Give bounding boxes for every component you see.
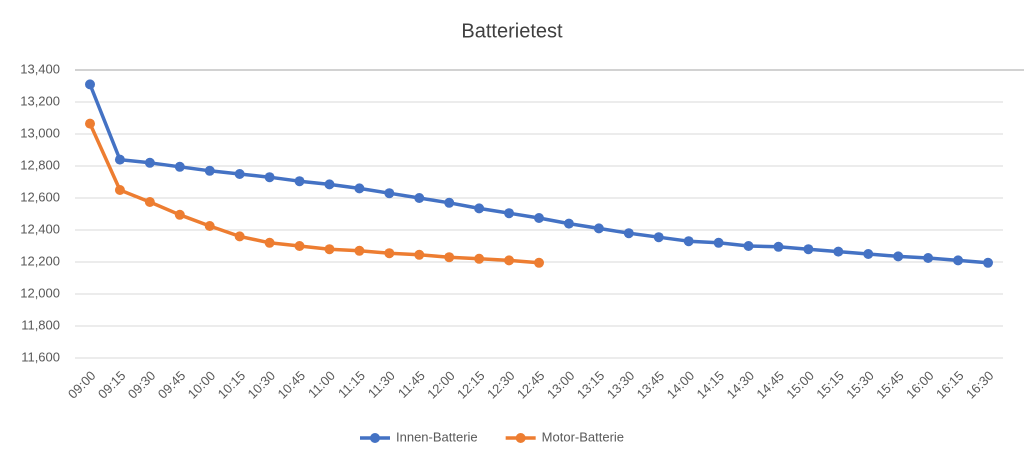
data-point bbox=[114, 154, 125, 165]
data-point bbox=[653, 232, 664, 243]
data-point bbox=[773, 241, 784, 252]
data-point bbox=[983, 257, 993, 268]
y-tick-label: 13,000 bbox=[20, 125, 60, 140]
x-tick-label: 12:30 bbox=[484, 368, 518, 402]
data-point bbox=[623, 228, 634, 239]
data-point bbox=[414, 249, 425, 260]
x-tick-label: 14:00 bbox=[664, 368, 698, 402]
data-point bbox=[384, 248, 395, 259]
data-point bbox=[294, 241, 305, 251]
x-tick-label: 13:15 bbox=[574, 368, 608, 402]
data-point bbox=[683, 236, 694, 247]
data-point bbox=[384, 188, 395, 199]
data-point bbox=[803, 244, 814, 255]
x-tick-label: 13:45 bbox=[634, 368, 668, 402]
data-point bbox=[893, 251, 904, 262]
x-tick-label: 15:45 bbox=[873, 368, 907, 402]
x-tick-label: 13:30 bbox=[604, 368, 638, 402]
x-tick-label: 11:15 bbox=[335, 368, 368, 401]
x-tick-label: 14:30 bbox=[723, 368, 757, 402]
x-tick-label: 14:15 bbox=[694, 368, 728, 402]
data-point bbox=[923, 253, 934, 263]
data-point bbox=[444, 252, 455, 263]
y-tick-label: 12,600 bbox=[20, 189, 60, 204]
x-tick-label: 10:45 bbox=[274, 368, 308, 402]
data-point bbox=[324, 244, 335, 255]
data-point bbox=[354, 183, 365, 194]
x-tick-label: 12:00 bbox=[424, 368, 458, 402]
data-point bbox=[234, 169, 245, 179]
x-tick-label: 15:30 bbox=[843, 368, 877, 402]
legend-label: Motor-Batterie bbox=[542, 429, 624, 444]
data-point bbox=[114, 185, 125, 195]
data-point bbox=[563, 218, 574, 229]
x-tick-label: 13:00 bbox=[544, 368, 578, 402]
data-point bbox=[85, 79, 95, 90]
x-tick-label: 16:00 bbox=[903, 368, 937, 402]
data-point bbox=[953, 255, 964, 266]
x-tick-label: 11:45 bbox=[395, 368, 428, 401]
chart-title: Batterietest bbox=[461, 20, 563, 42]
x-tick-label: 12:15 bbox=[454, 368, 488, 402]
x-tick-label: 09:45 bbox=[155, 368, 189, 402]
legend-label: Innen-Batterie bbox=[396, 429, 478, 444]
x-tick-label: 11:00 bbox=[305, 368, 338, 401]
data-point bbox=[743, 241, 754, 251]
x-tick-label: 09:15 bbox=[95, 368, 129, 402]
y-tick-label: 11,800 bbox=[21, 317, 60, 332]
y-tick-label: 13,200 bbox=[20, 93, 60, 108]
data-point bbox=[85, 118, 95, 129]
y-tick-label: 12,800 bbox=[20, 157, 60, 172]
data-point bbox=[474, 203, 485, 214]
x-tick-label: 10:15 bbox=[215, 368, 249, 402]
legend-marker bbox=[370, 433, 380, 443]
x-tick-label: 11:30 bbox=[365, 368, 398, 401]
data-point bbox=[593, 223, 604, 234]
y-tick-label: 12,000 bbox=[20, 285, 60, 300]
x-tick-label: 09:00 bbox=[65, 368, 99, 402]
x-tick-label: 09:30 bbox=[125, 368, 159, 402]
series-line bbox=[88, 83, 989, 265]
data-point bbox=[534, 257, 544, 268]
data-point bbox=[174, 161, 185, 172]
x-tick-label: 10:00 bbox=[185, 368, 219, 402]
data-point bbox=[204, 221, 215, 231]
data-point bbox=[863, 249, 874, 259]
data-point bbox=[204, 165, 215, 176]
x-tick-label: 16:15 bbox=[933, 368, 967, 402]
y-tick-label: 12,400 bbox=[20, 221, 60, 236]
y-tick-label: 12,200 bbox=[20, 253, 60, 268]
x-tick-label: 15:00 bbox=[783, 368, 817, 402]
legend-marker bbox=[515, 433, 526, 443]
x-tick-label: 10:30 bbox=[245, 368, 279, 402]
data-point bbox=[294, 176, 305, 187]
x-tick-label: 14:45 bbox=[753, 368, 787, 402]
x-tick-label: 16:30 bbox=[963, 368, 997, 402]
data-point bbox=[264, 237, 275, 248]
data-point bbox=[354, 245, 365, 256]
data-point bbox=[414, 193, 425, 203]
data-point bbox=[504, 255, 515, 266]
data-point bbox=[264, 172, 275, 183]
data-point bbox=[713, 237, 724, 248]
data-point bbox=[144, 157, 155, 168]
x-tick-label: 15:15 bbox=[813, 368, 847, 402]
y-tick-label: 11,600 bbox=[21, 349, 60, 364]
data-point bbox=[234, 231, 245, 242]
series-line bbox=[88, 122, 540, 265]
data-point bbox=[144, 197, 155, 207]
data-point bbox=[504, 208, 515, 219]
data-point bbox=[474, 253, 485, 264]
data-point bbox=[174, 209, 185, 220]
data-point bbox=[324, 179, 335, 190]
x-tick-label: 12:45 bbox=[514, 368, 548, 402]
data-point bbox=[444, 197, 455, 208]
data-point bbox=[833, 246, 844, 257]
data-point bbox=[534, 213, 544, 223]
y-tick-label: 13,400 bbox=[20, 61, 60, 76]
